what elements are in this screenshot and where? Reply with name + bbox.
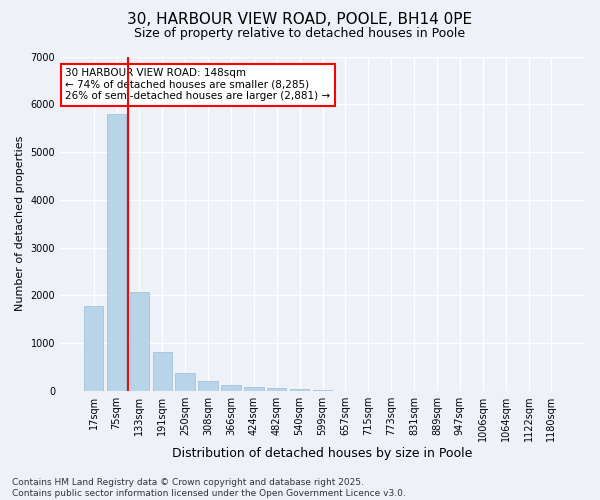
Text: 30, HARBOUR VIEW ROAD, POOLE, BH14 0PE: 30, HARBOUR VIEW ROAD, POOLE, BH14 0PE <box>127 12 473 28</box>
Bar <box>290 389 310 391</box>
Text: Size of property relative to detached houses in Poole: Size of property relative to detached ho… <box>134 28 466 40</box>
Text: 30 HARBOUR VIEW ROAD: 148sqm
← 74% of detached houses are smaller (8,285)
26% of: 30 HARBOUR VIEW ROAD: 148sqm ← 74% of de… <box>65 68 331 102</box>
Bar <box>221 386 241 391</box>
Bar <box>130 292 149 391</box>
Y-axis label: Number of detached properties: Number of detached properties <box>15 136 25 312</box>
Bar <box>313 390 332 391</box>
Bar <box>244 387 263 391</box>
Bar <box>152 352 172 391</box>
X-axis label: Distribution of detached houses by size in Poole: Distribution of detached houses by size … <box>172 447 473 460</box>
Bar <box>175 374 195 391</box>
Bar <box>199 381 218 391</box>
Bar <box>107 114 126 391</box>
Bar <box>84 306 103 391</box>
Text: Contains HM Land Registry data © Crown copyright and database right 2025.
Contai: Contains HM Land Registry data © Crown c… <box>12 478 406 498</box>
Bar <box>267 388 286 391</box>
